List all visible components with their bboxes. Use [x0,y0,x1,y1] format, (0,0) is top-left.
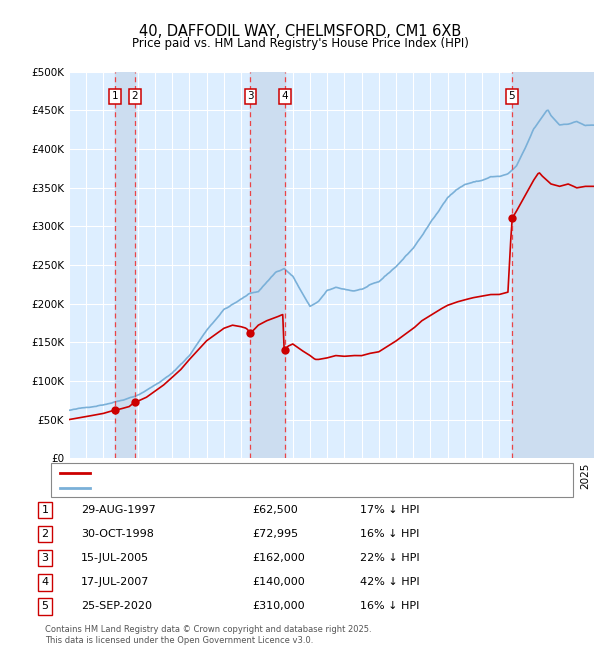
Text: 1: 1 [112,91,118,101]
Text: 3: 3 [247,91,254,101]
Text: 16% ↓ HPI: 16% ↓ HPI [360,601,419,612]
Text: 25-SEP-2020: 25-SEP-2020 [81,601,152,612]
Text: Price paid vs. HM Land Registry's House Price Index (HPI): Price paid vs. HM Land Registry's House … [131,37,469,50]
Bar [250,72,285,458]
Text: 5: 5 [509,91,515,101]
Text: £162,000: £162,000 [252,553,305,564]
Text: 5: 5 [41,601,49,612]
Text: 22% ↓ HPI: 22% ↓ HPI [360,553,419,564]
Text: Contains HM Land Registry data © Crown copyright and database right 2025.
This d: Contains HM Land Registry data © Crown c… [45,625,371,645]
Text: 16% ↓ HPI: 16% ↓ HPI [360,529,419,539]
Bar [115,72,135,458]
Text: 17-JUL-2007: 17-JUL-2007 [81,577,149,588]
Text: £72,995: £72,995 [252,529,298,539]
Text: 40, DAFFODIL WAY, CHELMSFORD, CM1 6XB: 40, DAFFODIL WAY, CHELMSFORD, CM1 6XB [139,24,461,39]
Text: 42% ↓ HPI: 42% ↓ HPI [360,577,419,588]
Text: 2: 2 [131,91,138,101]
Text: 4: 4 [41,577,49,588]
Text: £140,000: £140,000 [252,577,305,588]
Text: 40, DAFFODIL WAY, CHELMSFORD, CM1 6XB (semi-detached house): 40, DAFFODIL WAY, CHELMSFORD, CM1 6XB (s… [96,468,449,478]
Text: 1: 1 [41,505,49,515]
Text: £62,500: £62,500 [252,505,298,515]
Text: 2: 2 [41,529,49,539]
Text: 15-JUL-2005: 15-JUL-2005 [81,553,149,564]
Bar [512,72,594,458]
Text: 4: 4 [281,91,288,101]
Text: 29-AUG-1997: 29-AUG-1997 [81,505,156,515]
Text: 3: 3 [41,553,49,564]
Text: HPI: Average price, semi-detached house, Chelmsford: HPI: Average price, semi-detached house,… [96,483,377,493]
Text: 30-OCT-1998: 30-OCT-1998 [81,529,154,539]
Text: £310,000: £310,000 [252,601,305,612]
Text: 17% ↓ HPI: 17% ↓ HPI [360,505,419,515]
